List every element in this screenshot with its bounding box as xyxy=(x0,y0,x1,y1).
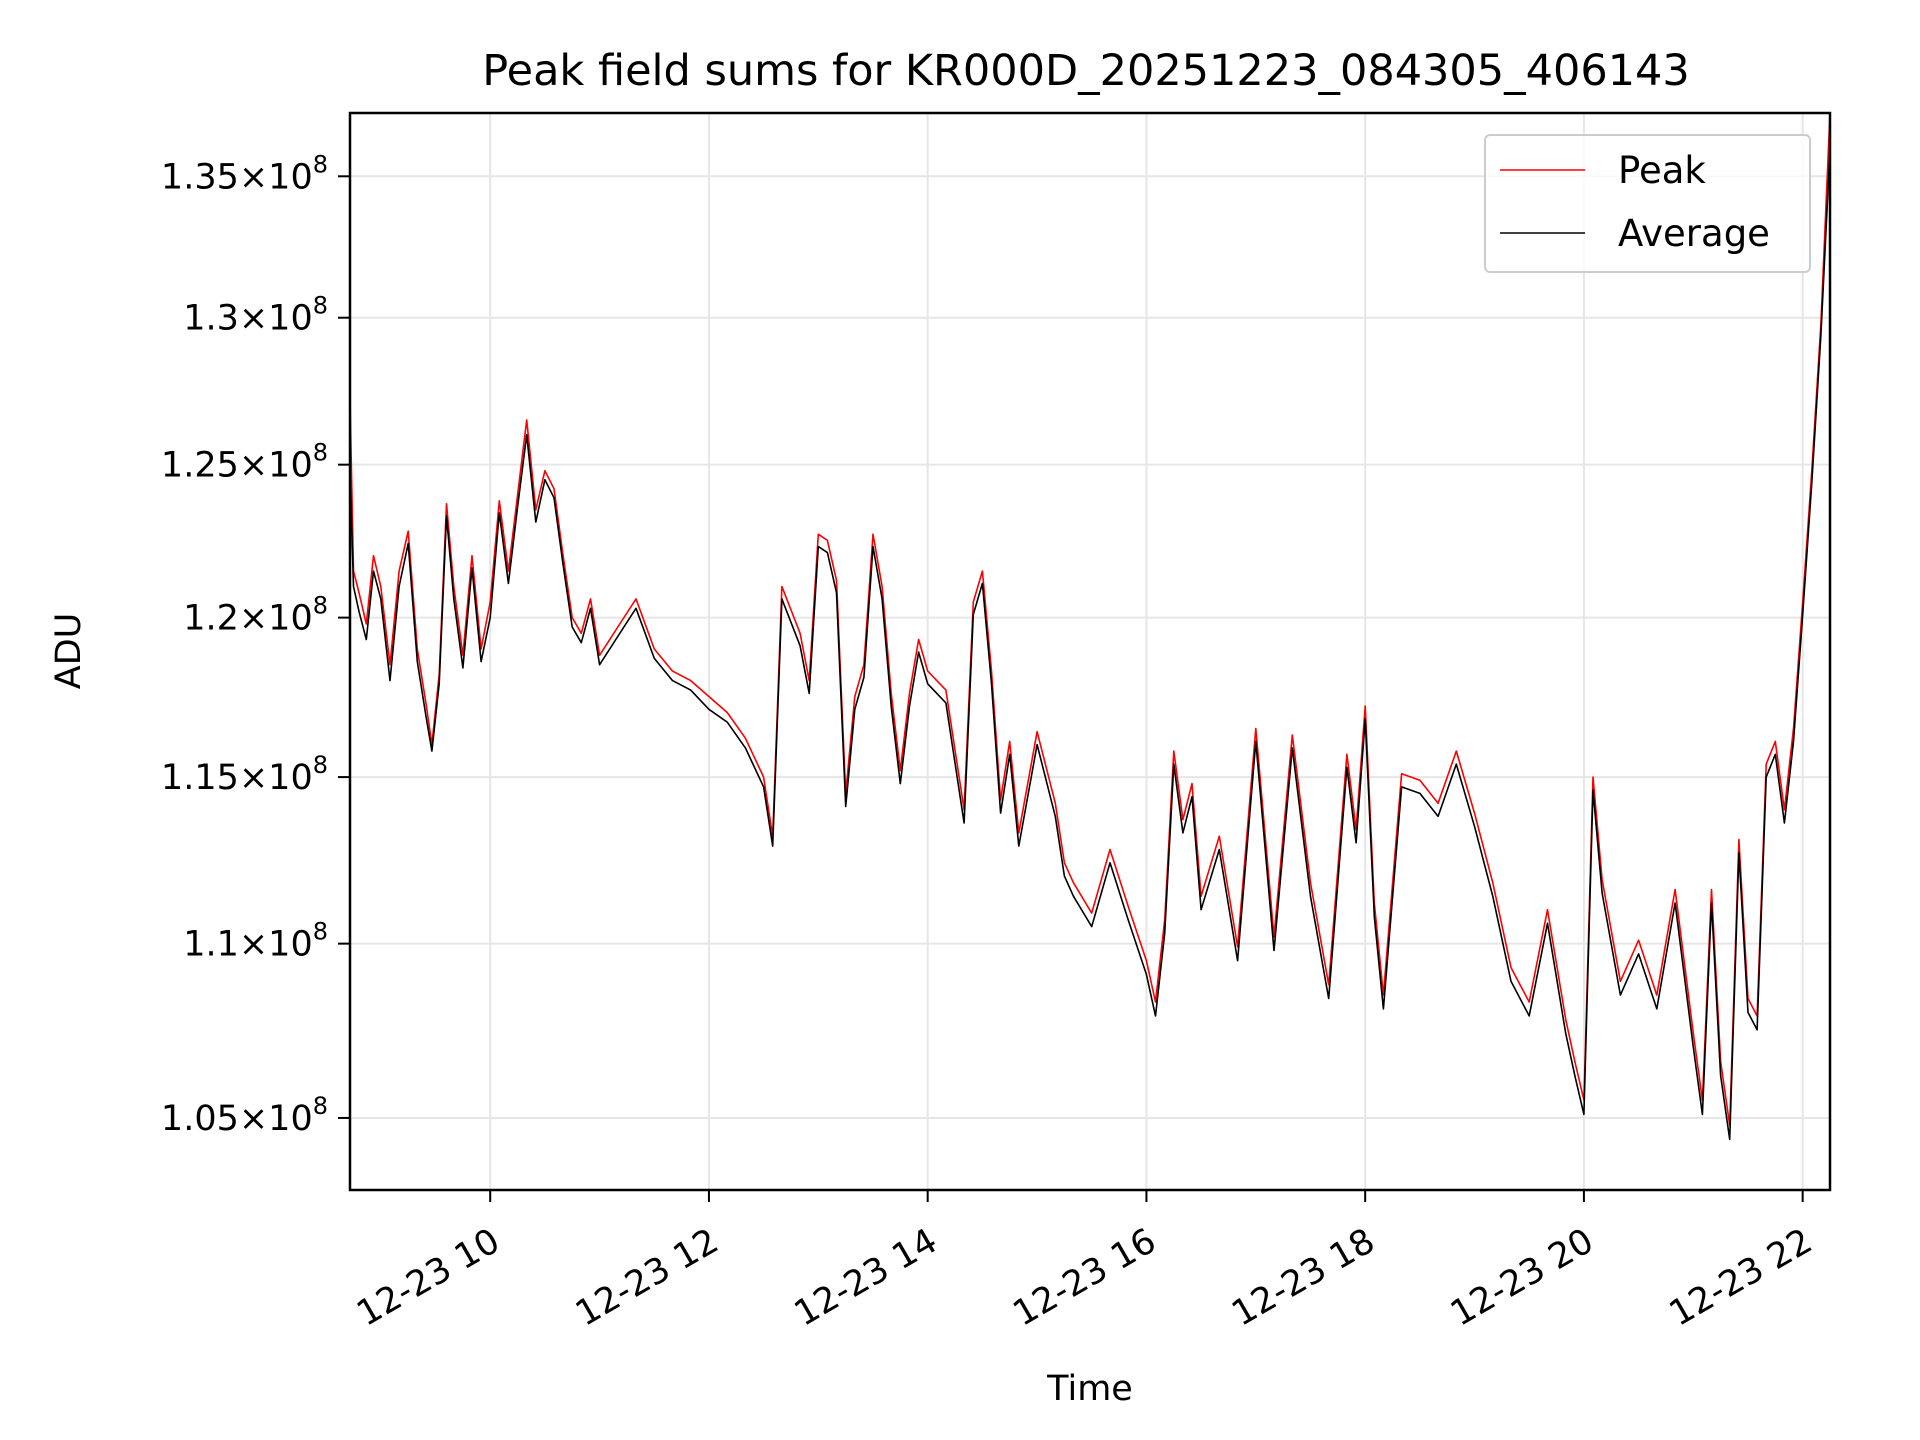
y-tick-label: 1.05×108 xyxy=(161,1092,328,1139)
y-tick-label: 1.1×108 xyxy=(183,918,328,965)
series-line-average xyxy=(349,148,1831,1141)
series-line-peak xyxy=(349,112,1831,1126)
plot-frame xyxy=(348,111,1832,1192)
legend: Peak Average xyxy=(1484,134,1811,273)
y-tick-label: 1.35×108 xyxy=(161,150,328,197)
chart-title: Peak field sums for KR000D_20251223_0843… xyxy=(482,46,1690,96)
x-axis-label: Time xyxy=(1046,1369,1133,1409)
series-layer xyxy=(349,112,1831,1141)
y-tick-label: 1.25×108 xyxy=(161,439,328,486)
y-axis-label: ADU xyxy=(49,613,89,690)
y-tick-label: 1.2×108 xyxy=(183,592,328,639)
legend-label-average: Average xyxy=(1618,212,1770,255)
y-tick-label: 1.15×108 xyxy=(161,751,328,798)
legend-label-peak: Peak xyxy=(1618,149,1706,192)
y-axis: 1.05×108 1.1×108 1.15×108 1.2×108 1.25×108 1.… xyxy=(161,150,350,1139)
grid xyxy=(350,113,1830,1190)
y-tick-label: 1.3×108 xyxy=(183,292,328,339)
